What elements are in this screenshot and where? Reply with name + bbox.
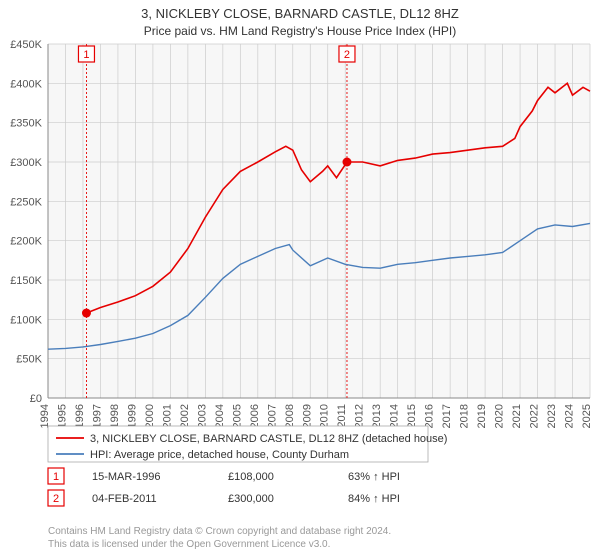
x-tick-label: 2015 bbox=[406, 404, 418, 428]
datarow-price: £108,000 bbox=[228, 471, 274, 483]
datarow-date: 04-FEB-2011 bbox=[92, 493, 157, 505]
datarow-pct: 63% ↑ HPI bbox=[348, 471, 400, 483]
x-tick-label: 1998 bbox=[109, 404, 121, 428]
x-tick-label: 2019 bbox=[476, 404, 488, 428]
y-tick-label: £350K bbox=[10, 118, 42, 130]
x-tick-label: 2012 bbox=[354, 404, 366, 428]
x-tick-label: 2022 bbox=[529, 404, 541, 428]
x-tick-label: 2010 bbox=[319, 404, 331, 428]
x-tick-label: 2001 bbox=[161, 404, 173, 428]
y-tick-label: £450K bbox=[10, 39, 42, 51]
y-tick-label: £150K bbox=[10, 275, 42, 287]
y-tick-label: £0 bbox=[30, 393, 42, 405]
x-tick-label: 1997 bbox=[91, 404, 103, 428]
x-tick-label: 2011 bbox=[336, 404, 348, 428]
x-tick-label: 2025 bbox=[581, 404, 593, 428]
datarow-num: 1 bbox=[53, 471, 59, 483]
y-tick-label: £300K bbox=[10, 157, 42, 169]
x-tick-label: 2000 bbox=[144, 404, 156, 428]
footer-line: Contains HM Land Registry data © Crown c… bbox=[48, 526, 391, 537]
x-tick-label: 2016 bbox=[424, 404, 436, 428]
x-tick-label: 2023 bbox=[546, 404, 558, 428]
x-tick-label: 2020 bbox=[494, 404, 506, 428]
x-tick-label: 2009 bbox=[301, 404, 313, 428]
x-tick-label: 2002 bbox=[179, 404, 191, 428]
x-tick-label: 1999 bbox=[126, 404, 138, 428]
x-tick-label: 2007 bbox=[266, 404, 278, 428]
x-tick-label: 1996 bbox=[74, 404, 86, 428]
datarow-num: 2 bbox=[53, 493, 59, 505]
x-tick-label: 2024 bbox=[564, 404, 576, 428]
x-tick-label: 2021 bbox=[511, 404, 523, 428]
x-tick-label: 1995 bbox=[56, 404, 68, 428]
footer-line: This data is licensed under the Open Gov… bbox=[48, 539, 330, 550]
sale-marker-dot bbox=[342, 158, 351, 167]
x-tick-label: 2017 bbox=[441, 404, 453, 428]
sale-marker-dot bbox=[82, 309, 91, 318]
chart-title: 3, NICKLEBY CLOSE, BARNARD CASTLE, DL12 … bbox=[141, 6, 459, 21]
datarow-pct: 84% ↑ HPI bbox=[348, 493, 400, 505]
y-tick-label: £100K bbox=[10, 314, 42, 326]
plot-area bbox=[48, 44, 590, 398]
legend-label: 3, NICKLEBY CLOSE, BARNARD CASTLE, DL12 … bbox=[90, 433, 447, 445]
chart-svg: 3, NICKLEBY CLOSE, BARNARD CASTLE, DL12 … bbox=[0, 0, 600, 560]
x-tick-label: 1994 bbox=[39, 404, 51, 428]
y-tick-label: £400K bbox=[10, 78, 42, 90]
chart-subtitle: Price paid vs. HM Land Registry's House … bbox=[144, 24, 456, 38]
x-tick-label: 2008 bbox=[284, 404, 296, 428]
datarow-date: 15-MAR-1996 bbox=[92, 471, 160, 483]
x-tick-label: 2013 bbox=[371, 404, 383, 428]
x-tick-label: 2004 bbox=[214, 404, 226, 428]
x-tick-label: 2003 bbox=[196, 404, 208, 428]
datarow-price: £300,000 bbox=[228, 493, 274, 505]
x-tick-label: 2014 bbox=[389, 404, 401, 428]
y-tick-label: £200K bbox=[10, 236, 42, 248]
legend-label: HPI: Average price, detached house, Coun… bbox=[90, 449, 349, 461]
x-tick-label: 2005 bbox=[231, 404, 243, 428]
y-tick-label: £50K bbox=[16, 354, 42, 366]
sale-marker-num: 1 bbox=[83, 49, 89, 61]
y-tick-label: £250K bbox=[10, 196, 42, 208]
x-tick-label: 2006 bbox=[249, 404, 261, 428]
x-tick-label: 2018 bbox=[459, 404, 471, 428]
chart-container: 3, NICKLEBY CLOSE, BARNARD CASTLE, DL12 … bbox=[0, 0, 600, 560]
sale-marker-num: 2 bbox=[344, 49, 350, 61]
